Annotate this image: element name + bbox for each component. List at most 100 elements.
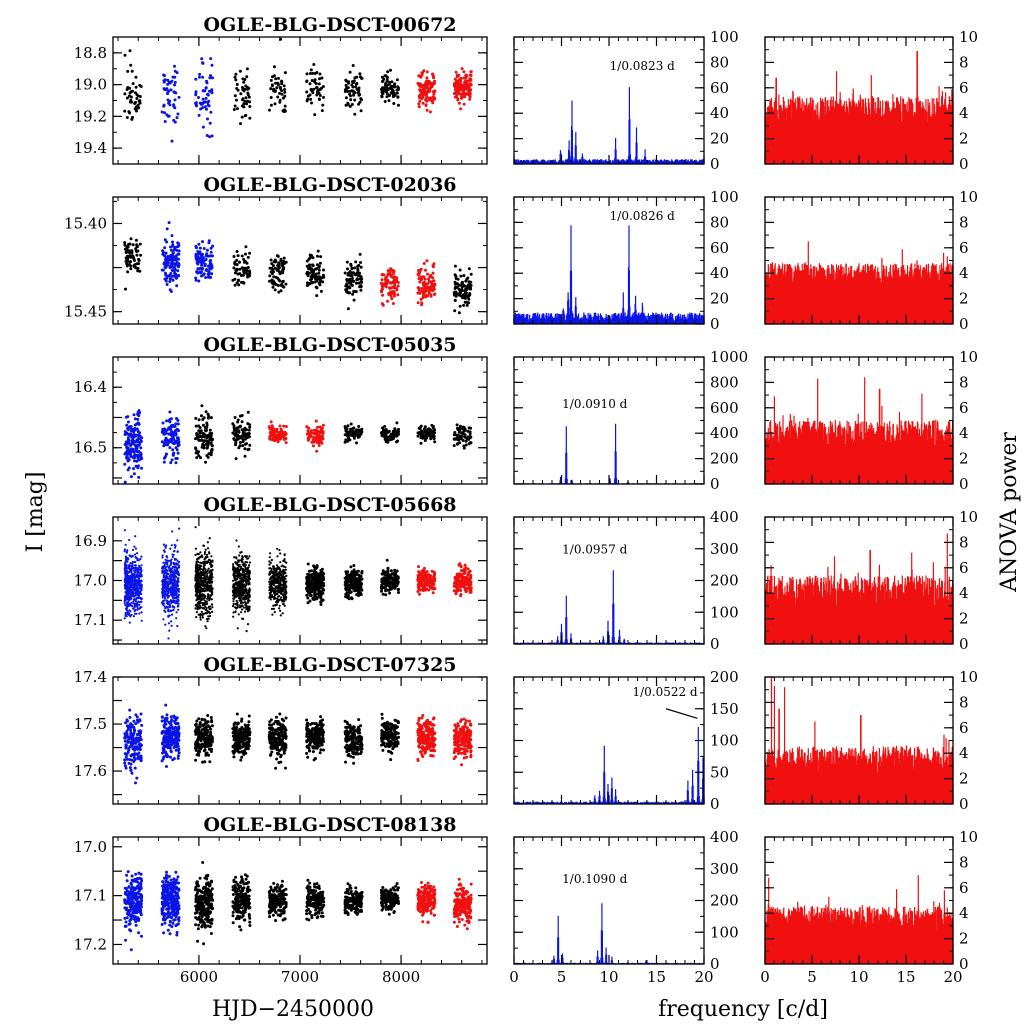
- lc-point: [391, 302, 395, 305]
- lc-point: [418, 82, 422, 86]
- lc-point: [194, 101, 198, 105]
- lc-point: [131, 566, 134, 569]
- lc-point: [245, 555, 248, 558]
- lc-point: [133, 459, 136, 463]
- lc-point: [459, 85, 463, 89]
- lc-point: [233, 262, 237, 266]
- anova-line: [764, 241, 954, 324]
- lc-point: [207, 615, 210, 618]
- lc-point: [133, 612, 137, 615]
- pg-ytick-label: 20: [710, 290, 729, 308]
- lc-point: [350, 83, 354, 87]
- lc-point: [165, 569, 168, 572]
- lc-point: [232, 255, 236, 258]
- lc-point: [171, 251, 175, 255]
- lc-point: [243, 562, 246, 565]
- pg-ytick-label: 60: [710, 79, 729, 97]
- lc-point: [420, 71, 424, 75]
- lc-point: [165, 227, 169, 231]
- lc-point: [284, 432, 288, 436]
- lc-point: [126, 69, 130, 73]
- lc-point: [196, 563, 199, 566]
- lc-point: [200, 57, 204, 61]
- lc-point: [196, 574, 199, 577]
- lc-point: [416, 301, 420, 305]
- lc-point: [197, 242, 201, 246]
- lc-point: [428, 110, 432, 114]
- lc-point: [358, 433, 361, 437]
- lc-point: [284, 437, 288, 440]
- lc-point: [349, 427, 353, 431]
- lc-point: [162, 74, 166, 78]
- lc-point: [125, 567, 128, 570]
- lc-point: [176, 625, 179, 628]
- lc-point: [166, 585, 169, 588]
- lc-point: [206, 541, 209, 544]
- lc-point: [197, 575, 201, 578]
- anova-line: [764, 51, 954, 164]
- lc-point: [136, 583, 139, 586]
- lc-point: [463, 435, 466, 439]
- lc-point: [387, 82, 391, 86]
- lc-point: [129, 90, 133, 94]
- lc-point: [207, 605, 211, 609]
- lc-point: [211, 76, 214, 80]
- lc-point: [166, 606, 169, 609]
- lc-point: [162, 573, 165, 577]
- lc-point: [138, 575, 142, 578]
- lc-point: [164, 251, 168, 255]
- lc-point: [169, 580, 172, 583]
- lc-point: [352, 81, 355, 84]
- lc-point: [429, 288, 433, 292]
- lc-point: [203, 574, 206, 577]
- lc-point: [140, 564, 143, 567]
- lc-point: [203, 264, 207, 268]
- lc-point: [310, 101, 313, 105]
- lc-point: [203, 584, 206, 587]
- lc-point: [140, 580, 143, 583]
- lc-point: [135, 253, 139, 257]
- lc-point: [271, 438, 275, 442]
- lc-point: [380, 287, 384, 291]
- lc-point: [172, 608, 175, 612]
- lc-point: [317, 268, 321, 272]
- lc-point: [349, 264, 353, 267]
- lc-point: [242, 606, 245, 609]
- lc-point: [348, 70, 352, 74]
- lc-point: [130, 595, 133, 598]
- lc-point: [396, 88, 400, 92]
- lc-point: [173, 83, 176, 87]
- lc-point: [131, 548, 135, 552]
- lc-point: [211, 610, 214, 614]
- lc-point: [248, 564, 251, 567]
- lc-point: [197, 556, 200, 560]
- period-annotation: 1/0.0826 d: [610, 209, 675, 223]
- lc-point: [308, 82, 312, 86]
- lc-point: [242, 257, 246, 261]
- lc-point: [136, 450, 139, 454]
- lc-point: [175, 596, 178, 600]
- lc-point: [161, 249, 165, 253]
- lc-point: [170, 430, 174, 434]
- lc-point: [429, 86, 432, 90]
- lc-point: [197, 75, 201, 79]
- lc-point: [467, 301, 471, 305]
- anova-ytick-label: 10: [959, 188, 978, 206]
- lc-point: [467, 435, 471, 439]
- lc-point: [206, 439, 210, 443]
- lc-point: [195, 571, 198, 574]
- lc-point: [433, 440, 437, 444]
- lc-point: [380, 95, 384, 99]
- lc-point: [126, 601, 129, 604]
- lc-point: [418, 96, 422, 100]
- lc-point: [177, 590, 181, 593]
- lc-point: [164, 273, 168, 277]
- lc-point: [239, 274, 243, 277]
- lc-point: [161, 556, 164, 559]
- lc-ytick-label: 19.4: [74, 139, 107, 157]
- lc-point: [425, 70, 429, 74]
- lc-point: [207, 414, 211, 418]
- lc-ytick-label: 19.2: [74, 107, 107, 125]
- star-title: OGLE-BLG-DSCT-02036: [203, 174, 456, 196]
- lc-point: [172, 561, 175, 564]
